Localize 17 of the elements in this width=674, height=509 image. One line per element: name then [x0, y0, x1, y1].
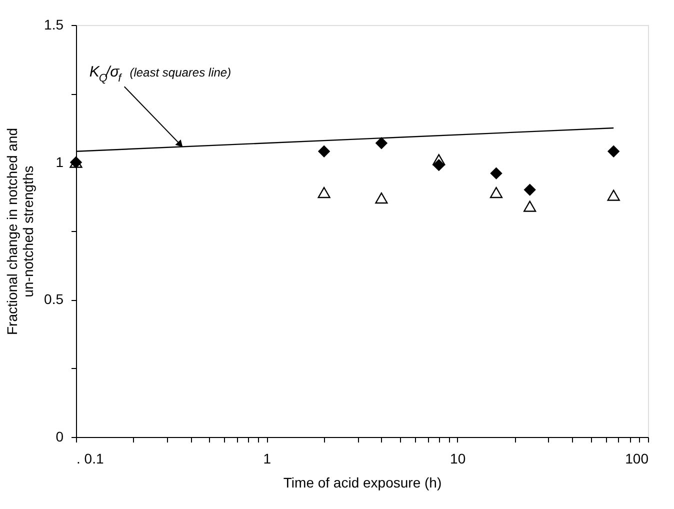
- x-tick-label: 100: [625, 450, 649, 466]
- y-tick-label: 1: [56, 154, 64, 170]
- point: [318, 146, 330, 158]
- x-tick-label: 1: [263, 450, 272, 466]
- point: [490, 167, 502, 180]
- y-tick-label: 1.5: [44, 16, 64, 32]
- x-axis-title: Time of acid exposure (h): [283, 474, 442, 490]
- x-tick-label: . 0.1: [76, 450, 104, 466]
- point: [432, 154, 446, 166]
- point: [490, 187, 503, 198]
- point: [375, 192, 388, 204]
- y-tick-label: 0: [56, 428, 64, 444]
- y-tick-label: 0.5: [44, 291, 64, 308]
- point: [376, 137, 388, 149]
- y-axis-title: Fractional change in notched and un-notched strengths: [4, 128, 36, 336]
- point: [318, 187, 330, 198]
- x-tick-label: 10: [450, 450, 466, 466]
